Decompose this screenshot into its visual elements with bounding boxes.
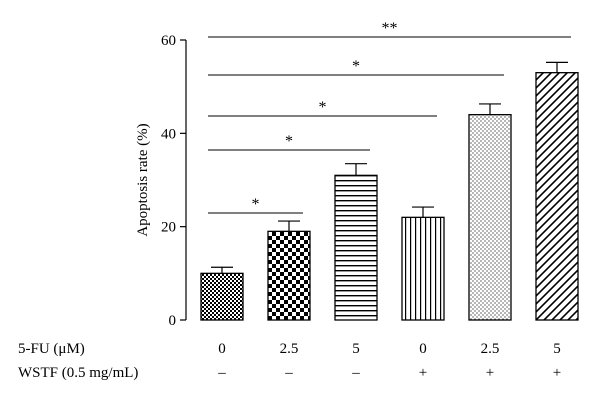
wstf-row-label: WSTF (0.5 mg/mL)	[18, 365, 138, 381]
y-tick-label: 40	[161, 126, 176, 142]
bar	[200, 272, 244, 321]
significance-star: *	[352, 58, 360, 75]
significance-star: *	[285, 133, 293, 150]
wstf-sign-label: +	[419, 365, 427, 381]
bars	[200, 61, 579, 321]
y-tick-label: 20	[161, 220, 176, 236]
y-axis-label: Apoptosis rate (%)	[135, 123, 151, 236]
wstf-sign-label: –	[217, 365, 226, 381]
significance-star: **	[382, 20, 398, 37]
fu-row-label: 5-FU (μM)	[18, 341, 85, 357]
wstf-sign-label: –	[351, 365, 360, 381]
wstf-sign-label: +	[553, 365, 561, 381]
significance-star: *	[319, 99, 327, 116]
wstf-sign-label: –	[284, 365, 293, 381]
fu-dose-label: 0	[419, 341, 427, 357]
condition-rows: 0 2.5 5 0 2.5 5 – – – + + +	[217, 341, 561, 381]
bar	[468, 114, 512, 321]
significance-brackets: ******	[208, 20, 571, 214]
fu-dose-label: 2.5	[481, 341, 500, 357]
y-tick-label: 60	[161, 33, 176, 49]
wstf-sign-label: +	[486, 365, 494, 381]
fu-dose-label: 5	[553, 341, 561, 357]
bar	[334, 174, 378, 321]
fu-dose-label: 5	[352, 341, 360, 357]
y-axis: 0 20 40 60	[161, 33, 187, 329]
bar	[267, 230, 311, 321]
significance-star: *	[252, 196, 260, 213]
bar	[401, 216, 445, 321]
fu-dose-label: 0	[218, 341, 226, 357]
bar	[535, 72, 579, 321]
y-tick-label: 0	[169, 313, 177, 329]
fu-dose-label: 2.5	[280, 341, 299, 357]
